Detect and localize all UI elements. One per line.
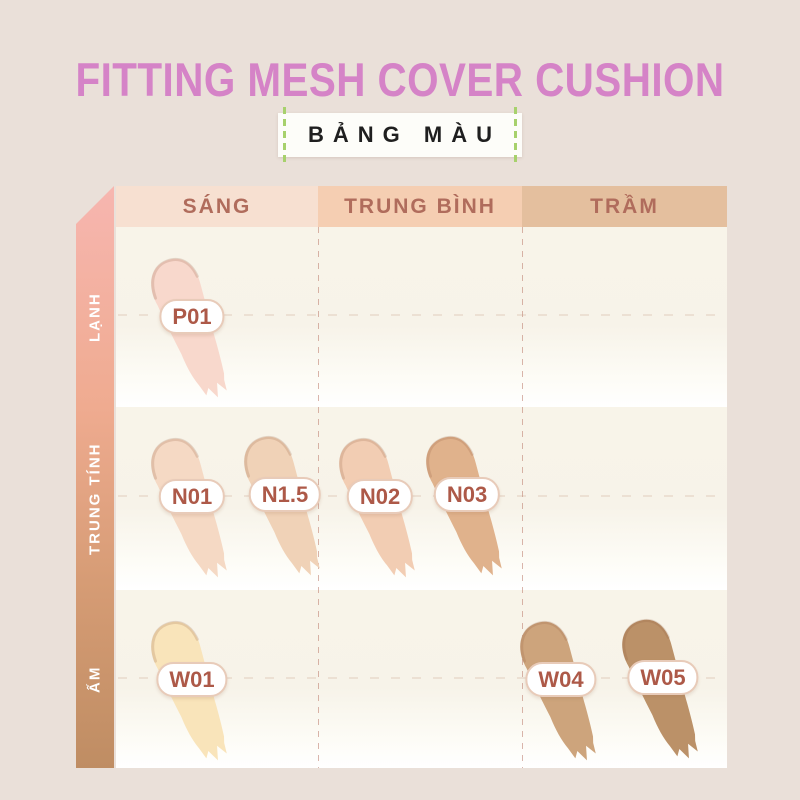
color-chart-badge: BẢNG MÀU [278,107,522,163]
smear-rim [151,437,199,480]
shade-label-N1.5: N1.5 [248,477,322,513]
smear-rim [151,620,199,663]
smear-rim [426,435,474,478]
color-chart-badge-label: BẢNG MÀU [308,122,501,147]
swatch-W05: W05 [613,611,713,769]
swatch-N03: N03 [417,428,517,586]
shade-label-W04: W04 [525,662,597,698]
row-label-warm: ẤM [86,665,104,693]
row-label-cool: LẠNH [86,292,104,342]
swatch-P01: P01 [142,250,242,408]
shade-label-N02: N02 [346,479,414,515]
smear-rim [339,437,387,480]
row-guide-dash-1 [118,314,725,316]
swatch-N02: N02 [330,430,430,588]
row-guide-dash-2 [118,495,725,497]
shade-label-P01: P01 [159,299,225,335]
row-label-neutral: TRUNG TÍNH [86,442,104,555]
stitch-dash-left-icon [283,107,286,163]
smear-rim [622,618,670,661]
smear-rim [244,435,292,478]
undertone-axis-strip: LẠNH TRUNG TÍNH ẤM [76,186,114,768]
swatch-N1.5: N1.5 [235,428,335,586]
shade-table-header: SÁNG TRUNG BÌNH TRẦM [116,186,727,227]
shade-table: SÁNG TRUNG BÌNH TRẦM P01 [116,186,727,768]
shade-label-W05: W05 [627,660,699,696]
stitch-dash-right-icon [514,107,517,163]
swatch-W04: W04 [511,613,611,771]
shade-label-W01: W01 [156,662,228,698]
smear-rim [151,257,199,300]
swatch-W01: W01 [142,613,242,771]
row-guide-dash-3 [118,677,725,679]
smear-rim [520,620,568,663]
column-header-light: SÁNG [116,186,318,227]
column-header-deep: TRẦM [522,186,727,227]
shade-label-N01: N01 [158,479,226,515]
page-title: FITTING MESH COVER CUSHION [75,53,725,106]
column-divider-2 [522,227,523,768]
column-header-medium: TRUNG BÌNH [318,186,522,227]
shade-label-N03: N03 [433,477,501,513]
swatch-N01: N01 [142,430,242,588]
